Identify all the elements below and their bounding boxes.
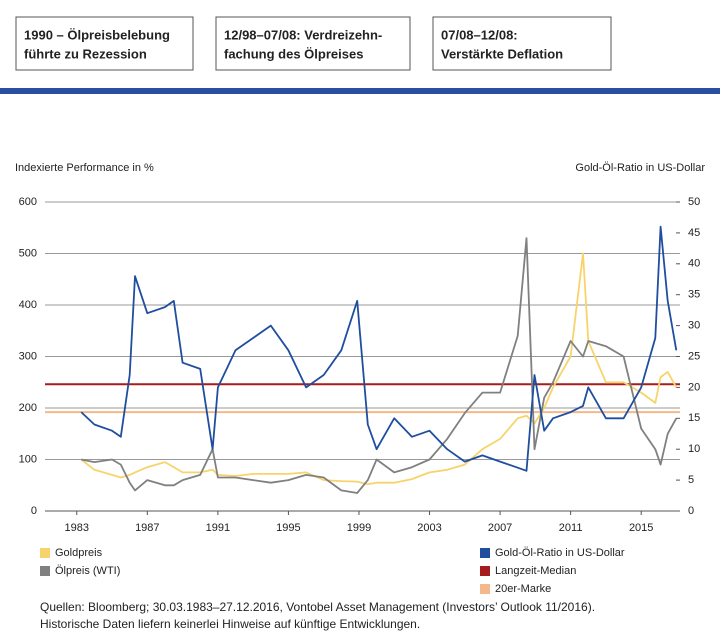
- y2-tick-label: 50: [688, 196, 700, 208]
- box-text: fachung des Ölpreises: [224, 46, 363, 61]
- y2-axis-label: Gold-Öl-Ratio in US-Dollar: [575, 162, 705, 174]
- y2-tick-label: 20: [688, 381, 700, 393]
- legend-label: Gold-Öl-Ratio in US-Dollar: [495, 547, 625, 559]
- box-text: 12/98–07/08: Verdreizehn-: [224, 27, 382, 42]
- box-text: 1990 – Ölpreisbelebung: [24, 27, 170, 42]
- legend-swatch: [40, 548, 50, 558]
- y2-tick-label: 15: [688, 412, 700, 424]
- x-tick-label: 1983: [65, 522, 89, 534]
- legend-label: Langzeit-Median: [495, 565, 576, 577]
- legend-label: 20er-Marke: [495, 583, 551, 595]
- divider-bar: [0, 88, 720, 94]
- y2-tick-label: 0: [688, 505, 694, 517]
- x-tick-label: 2015: [629, 522, 653, 534]
- y2-tick-label: 40: [688, 258, 700, 270]
- x-tick-label: 1995: [276, 522, 300, 534]
- y-axis-label: Indexierte Performance in %: [15, 162, 154, 174]
- y-tick-label: 200: [19, 402, 37, 414]
- legend-swatch: [480, 566, 490, 576]
- y-tick-label: 400: [19, 299, 37, 311]
- series-line: [80, 225, 678, 472]
- header-box: 1990 – Ölpreisbelebung führte zu Rezessio…: [15, 16, 194, 71]
- box-text: Verstärkte Deflation: [441, 46, 563, 61]
- x-tick-label: 1991: [206, 522, 230, 534]
- box-text: führte zu Rezession: [24, 46, 147, 61]
- y-tick-label: 600: [19, 196, 37, 208]
- y2-tick-label: 30: [688, 320, 700, 332]
- y2-tick-label: 25: [688, 350, 700, 362]
- series-line: [81, 237, 678, 494]
- y2-tick-label: 35: [688, 289, 700, 301]
- footer-text: Quellen: Bloomberg; 30.03.1983–27.12.201…: [40, 600, 595, 614]
- legend-label: Goldpreis: [55, 547, 103, 559]
- y2-tick-label: 10: [688, 443, 700, 455]
- box-frame: [432, 16, 612, 71]
- header-box: 12/98–07/08: Verdreizehn-fachung des Ölp…: [215, 16, 411, 71]
- x-tick-label: 2007: [488, 522, 512, 534]
- y-tick-label: 100: [19, 453, 37, 465]
- x-tick-label: 1987: [135, 522, 159, 534]
- x-tick-label: 1999: [347, 522, 371, 534]
- y-tick-label: 0: [31, 505, 37, 517]
- y2-tick-label: 5: [688, 474, 694, 486]
- y2-tick-label: 45: [688, 227, 700, 239]
- y-tick-label: 500: [19, 247, 37, 259]
- footer-text: Historische Daten liefern keinerlei Hinw…: [40, 617, 420, 631]
- legend-swatch: [40, 566, 50, 576]
- y-tick-label: 300: [19, 350, 37, 362]
- legend-swatch: [480, 584, 490, 594]
- box-frame: [215, 16, 411, 71]
- x-tick-label: 2003: [417, 522, 441, 534]
- legend-label: Ölpreis (WTI): [55, 565, 120, 577]
- box-text: 07/08–12/08:: [441, 27, 518, 42]
- x-tick-label: 2011: [559, 522, 583, 534]
- legend-swatch: [480, 548, 490, 558]
- series-line: [80, 252, 678, 486]
- header-box: 07/08–12/08: Verstärkte Deflation: [432, 16, 612, 71]
- box-frame: [15, 16, 194, 71]
